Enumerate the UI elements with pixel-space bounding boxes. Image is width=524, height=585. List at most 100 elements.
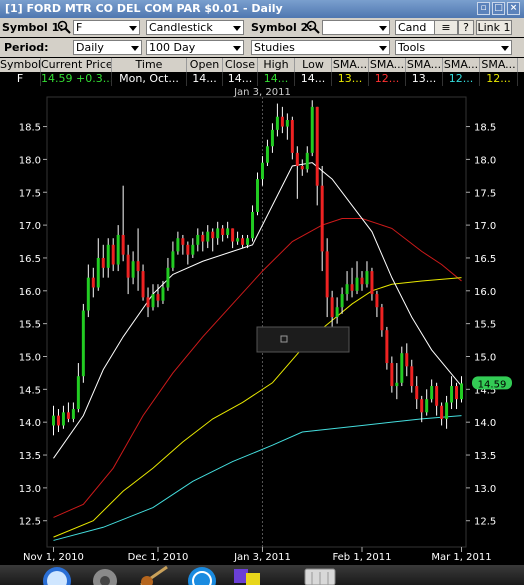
info-box-icon — [280, 335, 288, 343]
restore-icon[interactable]: ▫ — [477, 2, 490, 15]
candle-body — [111, 244, 115, 265]
y-tick-label: 13.5 — [19, 451, 41, 462]
col-header[interactable]: Current Price — [41, 58, 112, 72]
candle-body — [435, 386, 439, 406]
candle-body — [201, 234, 205, 242]
candle-body — [116, 234, 120, 265]
candle-body — [270, 129, 274, 147]
trash-icon[interactable] — [300, 565, 340, 585]
hamburger-icon: ≡ — [441, 21, 451, 34]
candle-body — [275, 116, 279, 130]
period-toolbar: Period: Daily 100 Day Studies Tools — [0, 38, 524, 57]
quote-sma5: 12... — [480, 72, 518, 86]
y-tick-label: 18.5 — [19, 123, 41, 134]
menu-button[interactable]: ≡ — [434, 20, 458, 35]
candle-body — [460, 383, 464, 400]
chevron-down-icon[interactable] — [129, 41, 141, 54]
candlestick-chart[interactable]: 18.5 18.5 18.0 18.0 17.5 17.5 17.0 17.0 16.5 16.5… — [0, 87, 524, 565]
y-tick-label: 16.0 — [474, 287, 496, 298]
col-header[interactable]: SMA... — [480, 58, 518, 72]
candle-body — [355, 277, 359, 291]
candle-body — [151, 294, 155, 308]
candle-body — [395, 382, 399, 387]
col-header[interactable]: Symbol — [0, 58, 41, 72]
chevron-down-icon[interactable] — [231, 21, 243, 34]
y-tick-label: 18.0 — [474, 155, 496, 166]
plot-frame — [46, 96, 467, 548]
search-icon[interactable] — [306, 20, 320, 34]
symbol2-input[interactable] — [322, 20, 390, 35]
candle-body — [300, 165, 304, 170]
quote-row[interactable]: F 14.59 +0.3... Mon, Oct... 14... 14... … — [0, 72, 524, 87]
search-icon[interactable] — [57, 20, 71, 34]
sma-line-yellow — [53, 277, 462, 538]
candle-body — [181, 238, 185, 245]
y-tick-label: 15.5 — [474, 320, 496, 331]
y-tick-label: 14.5 — [474, 385, 496, 396]
chevron-down-icon[interactable] — [231, 41, 243, 54]
candle-body — [385, 330, 389, 364]
col-header[interactable]: SMA... — [406, 58, 443, 72]
candle-body — [76, 376, 80, 410]
x-tick-label: Dec 1, 2010 — [128, 552, 189, 563]
candle-body — [365, 271, 369, 285]
candle-body — [290, 119, 294, 153]
candle-body — [96, 257, 100, 288]
close-icon[interactable]: × — [507, 2, 520, 15]
window-title-bar: [1] FORD MTR CO DEL COM PAR $0.01 - Dail… — [0, 0, 524, 18]
candle-body — [400, 353, 404, 383]
link-button[interactable]: Link 1 — [476, 20, 512, 35]
x-tick-label: Jan 3, 2011 — [233, 552, 291, 563]
candle-body — [241, 238, 245, 245]
y-tick-label: 15.5 — [19, 320, 41, 331]
chevron-down-icon[interactable] — [377, 21, 389, 34]
y-tick-label: 13.0 — [474, 484, 496, 495]
candle-body — [425, 399, 429, 413]
symbol1-input[interactable]: F — [73, 20, 140, 35]
candle-body — [196, 234, 200, 245]
candle-body — [330, 297, 334, 318]
y-tick-label: 17.5 — [474, 188, 496, 199]
chevron-down-icon[interactable] — [127, 21, 139, 34]
price-change: +0.3... — [76, 72, 112, 85]
puzzle-icon[interactable] — [228, 565, 266, 585]
tools-select[interactable]: Tools — [395, 40, 512, 55]
studies-select[interactable]: Studies — [251, 40, 390, 55]
col-header[interactable]: Open — [187, 58, 223, 72]
app-store-icon[interactable] — [185, 565, 219, 585]
candle-body — [186, 244, 190, 255]
chart-type-select[interactable]: Candlestick — [146, 20, 244, 35]
y-tick-label: 18.0 — [19, 155, 41, 166]
col-header[interactable]: Close — [223, 58, 258, 72]
safari-icon[interactable] — [40, 565, 74, 585]
candle-body — [106, 244, 110, 268]
candle-body — [61, 412, 65, 426]
candle-body — [176, 238, 180, 252]
chart-type2-select[interactable]: Cand — [395, 20, 435, 35]
chart-type2-value: Cand — [398, 21, 427, 34]
col-header[interactable]: High — [258, 58, 295, 72]
system-preferences-icon[interactable] — [90, 565, 120, 585]
chevron-down-icon[interactable] — [499, 41, 511, 54]
candle-body — [285, 119, 289, 127]
candle-body — [310, 106, 314, 153]
candle-body — [221, 228, 225, 235]
range-select[interactable]: 100 Day — [146, 40, 244, 55]
col-header[interactable]: SMA... — [332, 58, 369, 72]
y-tick-label: 15.0 — [474, 352, 496, 363]
candle-body — [251, 211, 255, 239]
period-select[interactable]: Daily — [73, 40, 142, 55]
sma-lines — [53, 162, 462, 541]
symbol-toolbar: Symbol 1: F Candlestick Symbol 2: Cand ≡… — [0, 18, 524, 37]
maximize-icon[interactable]: □ — [492, 2, 505, 15]
quote-open: 14... — [187, 72, 223, 86]
guitar-icon[interactable] — [137, 565, 173, 585]
y-tick-label: 14.0 — [19, 418, 41, 429]
help-button[interactable]: ? — [458, 20, 474, 35]
col-header[interactable]: SMA... — [443, 58, 480, 72]
candle-body — [440, 405, 444, 419]
col-header[interactable]: Time — [112, 58, 187, 72]
chevron-down-icon[interactable] — [377, 41, 389, 54]
col-header[interactable]: Low — [295, 58, 332, 72]
col-header[interactable]: SMA... — [369, 58, 406, 72]
